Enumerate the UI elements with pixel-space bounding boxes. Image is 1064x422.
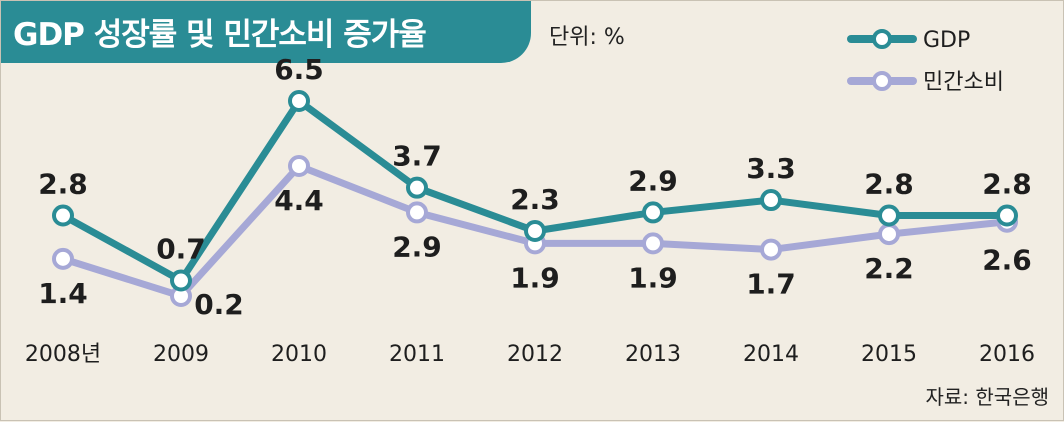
consumption-point bbox=[642, 232, 664, 255]
gdp-point bbox=[406, 176, 428, 199]
gdp-value-label: 0.7 bbox=[156, 233, 206, 266]
legend-gdp-label: GDP bbox=[923, 28, 970, 53]
unit-label: 단위: % bbox=[549, 25, 625, 50]
consumption-value-label: 2.9 bbox=[392, 230, 442, 263]
gdp-point bbox=[52, 204, 74, 227]
gdp-point bbox=[170, 269, 192, 292]
x-tick-label: 2015 bbox=[861, 342, 917, 367]
gdp-value-label: 2.9 bbox=[628, 164, 678, 197]
legend-consumption-marker bbox=[872, 71, 892, 91]
legend-gdp-marker bbox=[872, 29, 892, 49]
consumption-point bbox=[878, 223, 900, 246]
consumption-point bbox=[288, 155, 310, 177]
source-label: 자료: 한국은행 bbox=[925, 385, 1050, 409]
x-tick-label: 2014 bbox=[743, 342, 799, 367]
gdp-point bbox=[524, 220, 546, 242]
x-tick-label: 2011 bbox=[389, 342, 445, 367]
consumption-point bbox=[760, 238, 782, 261]
gdp-value-label: 2.3 bbox=[510, 183, 560, 216]
gdp-point bbox=[878, 204, 900, 227]
gdp-point bbox=[642, 201, 664, 224]
consumption-value-label: 0.2 bbox=[194, 288, 244, 321]
gdp-value-label: 2.8 bbox=[982, 168, 1032, 201]
consumption-value-label: 1.7 bbox=[746, 268, 796, 301]
gdp-value-label: 2.8 bbox=[864, 168, 914, 201]
consumption-point bbox=[52, 247, 74, 270]
consumption-value-label: 2.6 bbox=[982, 244, 1032, 277]
chart-title: GDP 성장률 및 민간소비 증가율 bbox=[13, 17, 427, 53]
consumption-value-label: 1.9 bbox=[628, 261, 678, 294]
x-tick-label: 2008년 bbox=[25, 342, 101, 367]
gdp-value-label: 3.7 bbox=[392, 140, 442, 173]
consumption-value-label: 1.9 bbox=[510, 261, 560, 294]
x-tick-label: 2012 bbox=[507, 342, 563, 367]
gdp-point bbox=[996, 204, 1018, 227]
consumption-value-label: 4.4 bbox=[274, 184, 324, 217]
consumption-value-label: 2.2 bbox=[864, 252, 914, 285]
gdp-value-label: 2.8 bbox=[38, 168, 88, 201]
x-tick-label: 2016 bbox=[979, 342, 1035, 367]
x-tick-label: 2009 bbox=[153, 342, 209, 367]
consumption-value-label: 1.4 bbox=[38, 277, 88, 310]
x-tick-label: 2010 bbox=[271, 342, 327, 367]
consumption-point bbox=[406, 201, 428, 224]
gdp-point bbox=[760, 189, 782, 212]
x-tick-label: 2013 bbox=[625, 342, 681, 367]
legend-consumption-label: 민간소비 bbox=[923, 70, 1004, 95]
gdp-point bbox=[288, 90, 310, 112]
title-badge: GDP 성장률 및 민간소비 증가율 bbox=[1, 1, 531, 63]
gdp-value-label: 6.5 bbox=[274, 53, 324, 86]
gdp-value-label: 3.3 bbox=[746, 152, 796, 185]
